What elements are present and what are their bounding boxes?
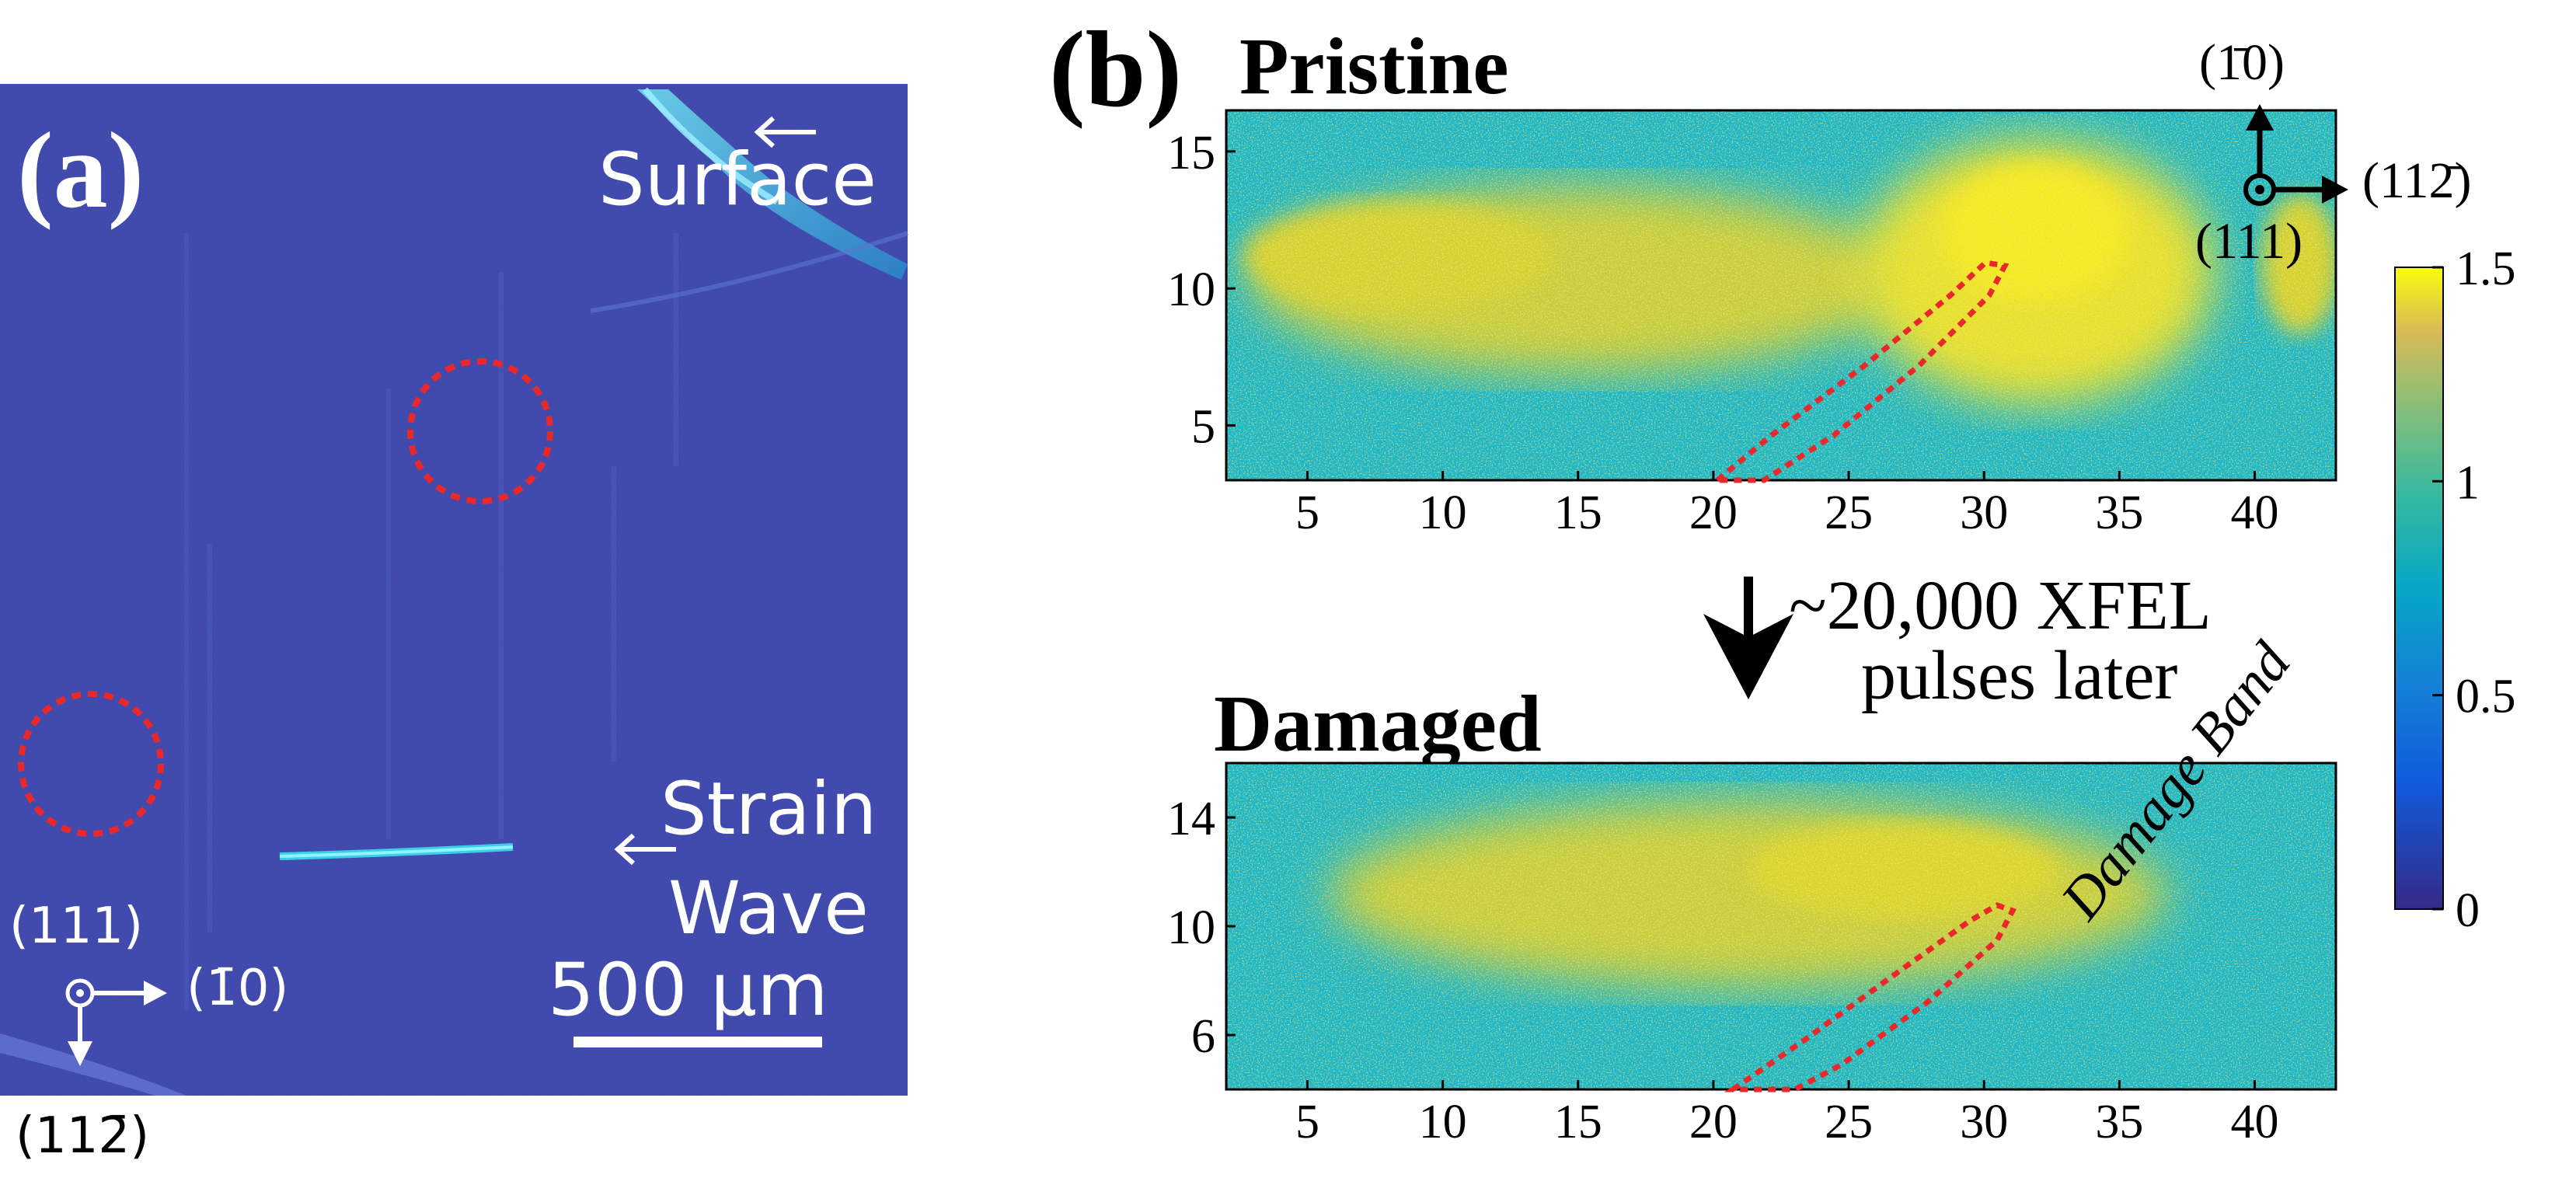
scalebar-label: 500 μm — [548, 948, 828, 1033]
damaged-damage-outline — [1724, 902, 2017, 1093]
x-tick-label: 30 — [1960, 486, 2008, 539]
axis-a-out-label: (111) — [9, 897, 144, 955]
surface-label: Surface — [598, 138, 877, 222]
red-circle-2 — [18, 691, 164, 837]
scale-bar — [573, 1037, 822, 1047]
pristine-axes: 5 10 15 20 25 30 35 40 15 10 5 — [1167, 127, 2279, 539]
axis-a-down-label: (112̄) — [16, 1107, 150, 1165]
x-tick-label: 40 — [2231, 486, 2279, 539]
x-tick-label: 10 — [1419, 1096, 1467, 1148]
x-tick-label: 25 — [1825, 486, 1873, 539]
y-tick-label: 10 — [1167, 901, 1215, 954]
y-tick-label: 5 — [1191, 400, 1215, 453]
x-tick-label: 40 — [2231, 1096, 2279, 1148]
panel-a-label: (a) — [17, 110, 145, 231]
x-tick-label: 15 — [1554, 486, 1602, 539]
pristine-title: Pristine — [1239, 22, 1509, 111]
x-tick-label: 25 — [1825, 1096, 1873, 1148]
colorbar-tick-label: 0.5 — [2456, 671, 2516, 723]
colorbar-axes: 1.5 1 0.5 0 — [2432, 242, 2516, 937]
x-tick-label: 10 — [1419, 486, 1467, 539]
damaged-axes: 5 10 15 20 25 30 35 40 14 10 6 — [1167, 793, 2279, 1148]
arrow-label-2: pulses later — [1861, 637, 2178, 714]
down-arrow-icon — [1703, 577, 1793, 699]
red-circle-1 — [407, 358, 553, 504]
axis-b-right-label: (112̄) — [2362, 152, 2472, 209]
x-tick-label: 30 — [1960, 1096, 2008, 1148]
strain-arrow-icon — [614, 833, 676, 866]
arrow-label-1: ~20,000 XFEL — [1789, 567, 2212, 644]
surface-arrow-icon — [754, 116, 816, 148]
panel-a-image — [0, 84, 908, 1096]
x-tick-label: 5 — [1295, 1096, 1319, 1148]
x-tick-label: 35 — [2095, 486, 2143, 539]
strain-label-2: Wave — [668, 866, 869, 951]
colorbar-tick-label: 1 — [2456, 456, 2480, 509]
axis-a-right-label: (1̄0) — [186, 960, 289, 1017]
x-tick-label: 35 — [2095, 1096, 2143, 1148]
axis-b-out-label: (111) — [2195, 213, 2303, 270]
panel-a: (a) Surface Strain Wave 500 μm (111) (1̄… — [0, 0, 909, 1178]
axis-glyph-a-icon — [65, 978, 167, 1066]
colorbar-tick-label: 1.5 — [2456, 242, 2516, 295]
pristine-heatmap — [1226, 110, 2336, 480]
y-tick-label: 10 — [1167, 263, 1215, 316]
damaged-title: Damaged — [1214, 679, 1542, 768]
y-tick-label: 15 — [1167, 127, 1215, 179]
colorbar — [2394, 267, 2444, 910]
x-tick-label: 5 — [1295, 486, 1319, 539]
y-tick-label: 14 — [1167, 793, 1215, 845]
damaged-heatmap — [1226, 763, 2336, 1089]
panel-b-label: (b) — [1049, 9, 1183, 130]
x-tick-label: 20 — [1689, 486, 1738, 539]
colorbar-tick-label: 0 — [2456, 884, 2480, 937]
y-tick-label: 6 — [1191, 1010, 1215, 1063]
axis-b-up-label: (1̄0) — [2199, 34, 2285, 91]
axis-glyph-b-icon — [2243, 104, 2348, 206]
pristine-damage-outline — [1710, 260, 2010, 483]
strain-label-1: Strain — [661, 767, 877, 852]
x-tick-label: 20 — [1689, 1096, 1738, 1148]
x-tick-label: 15 — [1554, 1096, 1602, 1148]
